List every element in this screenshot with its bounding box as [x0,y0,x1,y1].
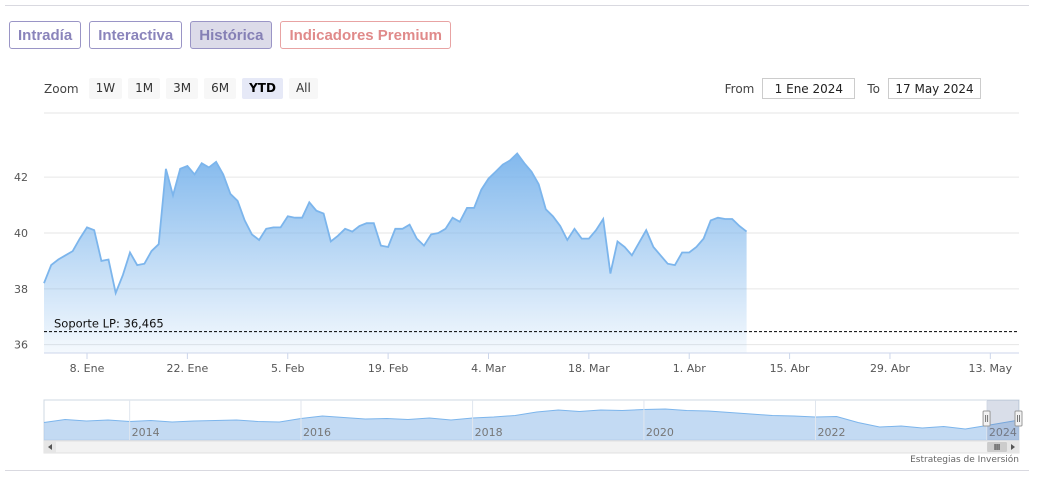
tab-indicadores-premium[interactable]: Indicadores Premium [280,21,451,49]
navigator-line [43,408,1020,430]
zoom-all-button[interactable]: All [288,78,318,99]
x-tick-label: 15. Abr [770,362,810,375]
to-label: To [867,81,880,96]
x-tick-label: 4. Mar [471,362,506,375]
zoom-1w-button[interactable]: 1W [88,78,123,99]
navigator-scrollbar[interactable] [43,440,1020,454]
from-date-input[interactable]: 1 Ene 2024 [762,78,856,99]
navigator-year-label: 2014 [132,426,160,439]
zoom-3m-button[interactable]: 3M [166,78,199,99]
navigator-year-label: 2024 [989,426,1017,439]
y-tick-label: 38 [14,283,28,296]
navigator-right-handle[interactable] [1014,410,1023,427]
navigator-year-label: 2020 [646,426,674,439]
x-tick-label: 22. Ene [167,362,209,375]
tab-intradia[interactable]: Intradía [9,21,82,49]
tab-bar: Intradía Interactiva Histórica Indicador… [9,21,451,49]
scroll-right-arrow-icon [1011,444,1015,450]
zoom-1m-button[interactable]: 1M [128,78,161,99]
y-tick-label: 42 [14,171,28,184]
price-area [44,153,747,353]
bottom-rule [5,470,1029,471]
top-rule [5,5,1029,6]
y-tick-label: 36 [14,339,28,352]
x-tick-label: 18. Mar [568,362,610,375]
scroll-left-arrow-icon [48,444,52,450]
navigator-year-label: 2018 [475,426,503,439]
zoom-controls: Zoom 1W 1M 3M 6M YTD All [44,78,318,99]
navigator-year-label: 2016 [303,426,331,439]
zoom-label: Zoom [44,81,79,96]
x-tick-label: 1. Abr [673,362,706,375]
zoom-ytd-button[interactable]: YTD [242,78,283,99]
x-tick-label: 13. May [968,362,1012,375]
price-series-line [43,152,748,297]
tab-interactiva[interactable]: Interactiva [89,21,183,49]
y-tick-label: 40 [14,227,28,240]
to-date-input[interactable]: 17 May 2024 [888,78,981,99]
navigator-year-label: 2022 [818,426,846,439]
credit-text: Estrategias de Inversión [910,455,1019,465]
x-tick-label: 29. Abr [870,362,910,375]
tab-historica[interactable]: Histórica [190,21,273,49]
support-line-label: Soporte LP: 36,465 [54,317,164,331]
x-tick-label: 19. Feb [368,362,408,375]
x-tick-label: 8. Ene [70,362,105,375]
navigator-left-handle[interactable] [982,410,991,427]
date-range: From 1 Ene 2024 To 17 May 2024 [725,78,981,99]
from-label: From [724,81,755,96]
navigator-area [44,409,1019,440]
x-tick-label: 5. Feb [271,362,304,375]
zoom-6m-button[interactable]: 6M [204,78,237,99]
navigator-selection [987,400,1019,440]
